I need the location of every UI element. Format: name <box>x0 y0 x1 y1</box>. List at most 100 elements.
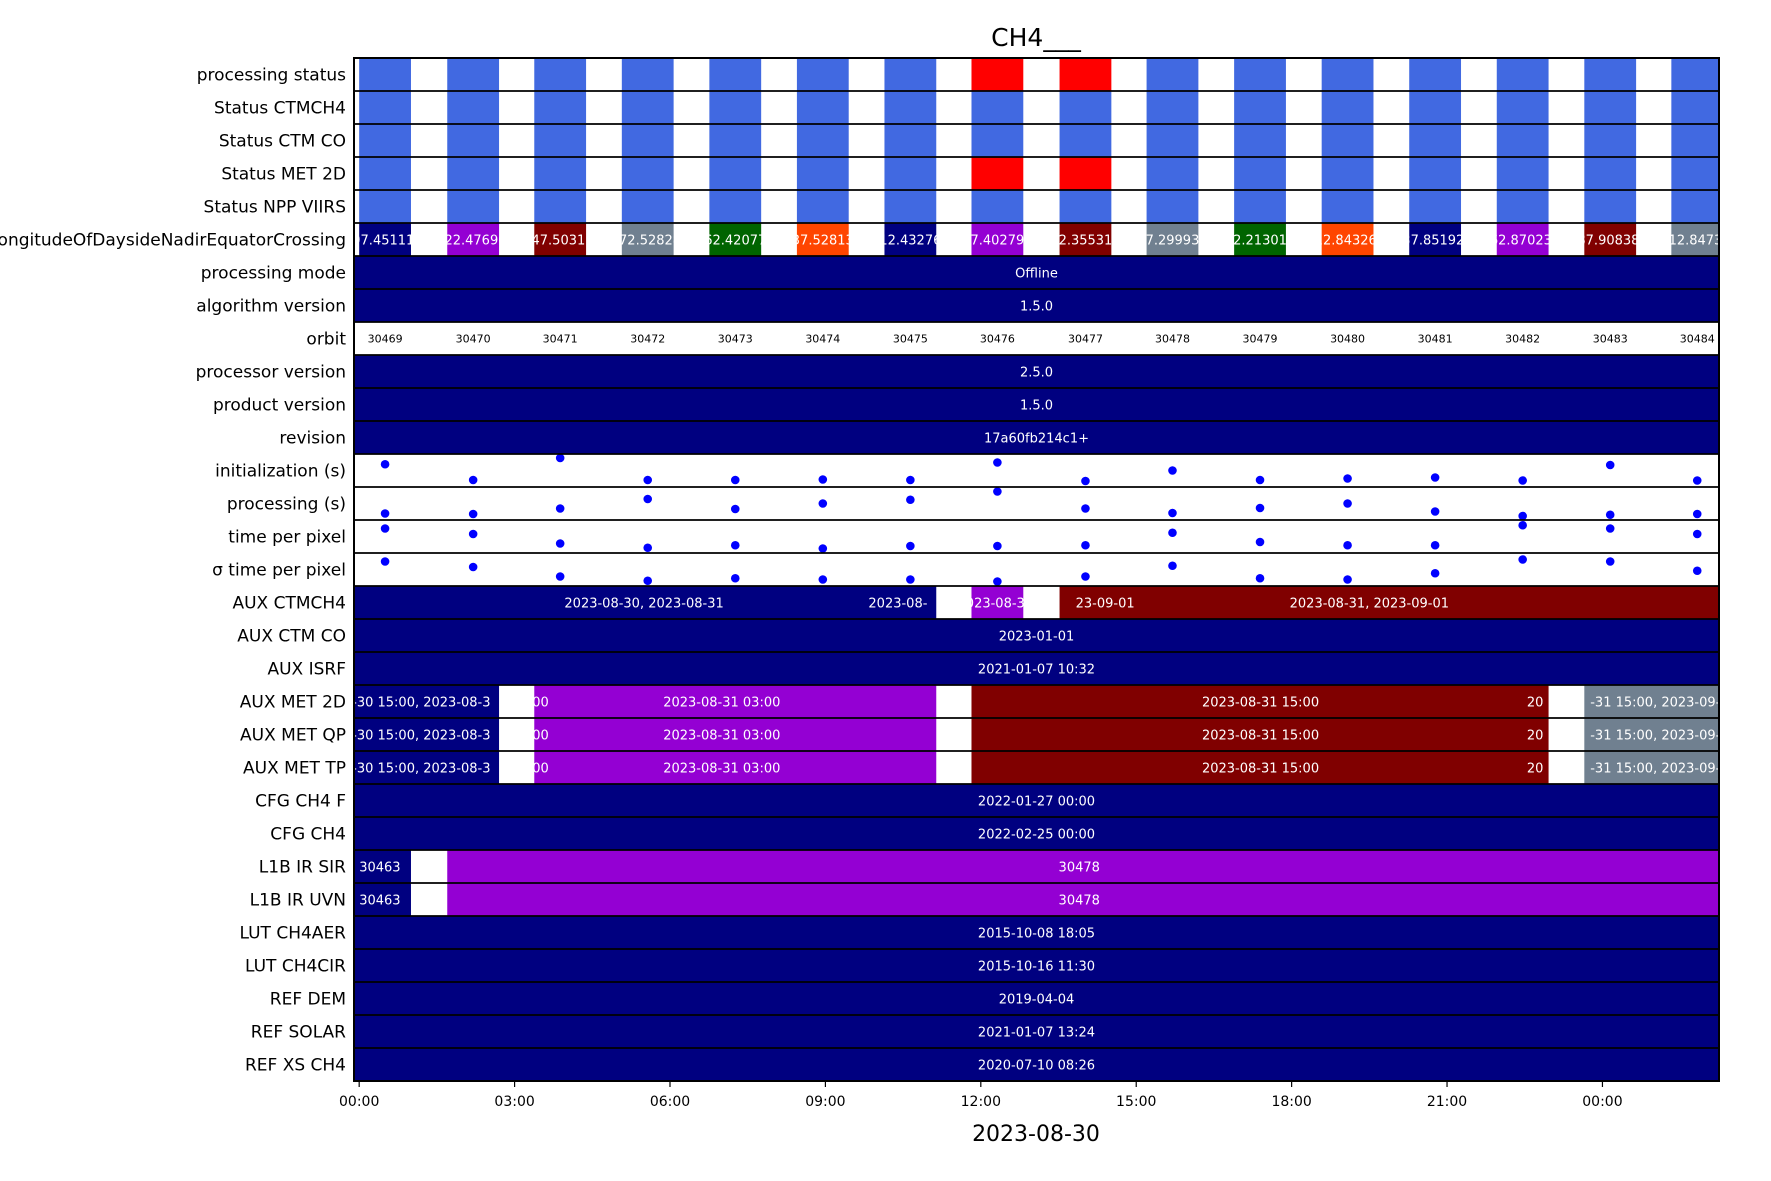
status-cell-status-met-2d-30474 <box>796 157 849 190</box>
row-label-status-ctmch4: Status CTMCH4 <box>214 99 346 119</box>
orbit-label-30477: 30477 <box>1068 333 1103 346</box>
span-aux-met-tp-2 <box>971 751 1549 784</box>
const-label-revision: 17a60fb214c1+ <box>984 432 1089 447</box>
point-initialization-s-30471 <box>555 453 565 463</box>
status-cell-processing-status-30472 <box>621 58 674 91</box>
point-time-per-pixel-30472 <box>643 576 653 586</box>
orbit-label-30470: 30470 <box>456 333 491 346</box>
row-label-lut-ch4aer: LUT CH4AER <box>239 924 346 944</box>
point-time-per-pixel-30478 <box>1168 561 1177 571</box>
span-aux-met-qp-2 <box>971 718 1549 751</box>
point-time-per-pixel-30481 <box>1430 568 1440 578</box>
point-initialization-s-30481 <box>1430 473 1440 482</box>
x-tick-label: 00:00 <box>339 1094 379 1110</box>
row-label-aux-ctm-co: AUX CTM CO <box>237 627 346 647</box>
status-cell-processing-status-30475 <box>884 58 937 91</box>
row-label-processor-version: processor version <box>196 363 346 383</box>
const-bar-ref-xs-ch4 <box>354 1048 1719 1081</box>
value-label-30476: 87.402795 <box>962 234 1032 249</box>
const-bar-lut-ch4aer <box>354 916 1719 949</box>
status-cell-status-ctmch4-30484 <box>1671 91 1719 124</box>
point-initialization-s-30484 <box>1692 476 1702 485</box>
row-label-orbit: orbit <box>306 330 346 350</box>
point-time-per-pixel-30469 <box>380 524 390 533</box>
status-cell-status-ctm-co-30480 <box>1321 124 1374 157</box>
point-time-per-pixel-30470 <box>468 529 478 539</box>
row-label-aux-isrf: AUX ISRF <box>267 660 346 680</box>
point-time-per-pixel-30473 <box>730 540 740 550</box>
const-bar-revision <box>354 421 1719 454</box>
orbit-label-30474: 30474 <box>805 333 840 346</box>
value-label-30479: 12.213011 <box>1225 234 1295 249</box>
point-processing-s-30476 <box>993 487 1002 496</box>
x-axis-label: 2023-08-30 <box>972 1122 1100 1147</box>
status-cell-status-ctm-co-30472 <box>621 124 674 157</box>
status-cell-status-ctmch4-30472 <box>621 91 674 124</box>
row-label-lut-ch4cir: LUT CH4CIR <box>245 957 346 977</box>
status-cell-status-met-2d-30482 <box>1496 157 1549 190</box>
const-bar-ref-solar <box>354 1015 1719 1048</box>
point-initialization-s-30480 <box>1343 474 1352 483</box>
value-cell-longitudeofdaysidenadirequatorcrossing-30474 <box>796 223 849 256</box>
point-time-per-pixel-30482 <box>1518 520 1527 530</box>
point-initialization-s-30473 <box>730 475 740 485</box>
x-tick-label: 00:00 <box>1582 1094 1622 1110</box>
span-l1b-ir-uvn-0 <box>354 883 411 916</box>
const-bar-cfg-ch4-f <box>354 784 1719 817</box>
status-cell-status-npp-viirs-30479 <box>1234 190 1286 223</box>
row-label-processing-mode: processing mode <box>201 264 346 284</box>
span-extra-label-aux-ctmch4-0: 2023-08- <box>868 597 927 612</box>
span-aux-met-qp-3 <box>1584 718 1719 751</box>
span-label-aux-ctmch4-1: 2023-08-3 <box>958 597 1025 612</box>
point-processing-s-30483 <box>1605 510 1615 520</box>
status-cell-status-ctm-co-30470 <box>447 124 500 157</box>
row-label-ref-xs-ch4: REF XS CH4 <box>245 1056 346 1076</box>
x-axis: 00:00 03:00 06:00 09:00 12:00 15:00 18:00 21:00… <box>339 1081 1623 1110</box>
point-initialization-s-30469 <box>380 459 390 469</box>
row-label-aux-met-qp: AUX MET QP <box>240 726 346 746</box>
const-label-cfg-ch4-f: 2022-01-27 00:00 <box>978 795 1095 810</box>
span-aux-met-2d-3 <box>1584 685 1719 718</box>
const-bar-cfg-ch4 <box>354 817 1719 850</box>
row-label-cfg-ch4: CFG CH4 <box>270 825 346 845</box>
point-time-per-pixel-30480 <box>1343 575 1352 584</box>
span-aux-met-2d-2 <box>971 685 1549 718</box>
status-cell-status-ctmch4-30481 <box>1409 91 1462 124</box>
status-cell-status-npp-viirs-30474 <box>796 190 849 223</box>
value-label-30482: -62.870239 <box>1485 234 1560 249</box>
status-cell-status-ctmch4-30471 <box>534 91 587 124</box>
point-initialization-s-30470 <box>468 475 478 485</box>
point-processing-s-30479 <box>1255 503 1265 513</box>
const-label-processor-version: 2.5.0 <box>1020 366 1053 381</box>
orbit-label-30471: 30471 <box>543 333 578 346</box>
const-label-aux-isrf: 2021-01-07 10:32 <box>978 663 1095 678</box>
status-cell-processing-status-30476 <box>971 58 1024 91</box>
x-tick-label: 21:00 <box>1427 1094 1467 1110</box>
status-cell-status-met-2d-30471 <box>534 157 587 190</box>
point-processing-s-30478 <box>1168 508 1177 518</box>
x-tick-label: 03:00 <box>494 1094 534 1110</box>
status-cell-processing-status-30479 <box>1234 58 1286 91</box>
status-cell-status-met-2d-30484 <box>1671 157 1719 190</box>
orbit-label-30484: 30484 <box>1680 333 1715 346</box>
span-aux-ctmch4-1 <box>971 586 1024 619</box>
row-label-time-per-pixel: σ time per pixel <box>212 561 346 581</box>
status-cell-status-met-2d-30475 <box>884 157 937 190</box>
span-label-aux-met-tp-0: -30 15:00, 2023-08-3 <box>352 762 490 777</box>
point-time-per-pixel-30475 <box>906 541 915 551</box>
row-label-status-met-2d: Status MET 2D <box>221 165 346 185</box>
const-bar-algorithm-version <box>354 289 1719 322</box>
const-label-lut-ch4aer: 2015-10-08 18:05 <box>978 927 1095 942</box>
value-label-30469: -97.451111 <box>348 234 423 249</box>
point-processing-s-30481 <box>1430 507 1440 516</box>
status-cell-status-met-2d-30469 <box>359 157 411 190</box>
row-label-time-per-pixel: time per pixel <box>228 528 346 548</box>
point-time-per-pixel-30477 <box>1081 572 1090 581</box>
const-bar-aux-ctm-co <box>354 619 1719 652</box>
row-label-ref-dem: REF DEM <box>270 990 346 1010</box>
orbit-label-30469: 30469 <box>368 333 403 346</box>
point-time-per-pixel-30475 <box>906 575 915 584</box>
point-time-per-pixel-30480 <box>1343 540 1352 550</box>
status-cell-status-npp-viirs-30469 <box>359 190 411 223</box>
status-cell-status-ctmch4-30470 <box>447 91 500 124</box>
